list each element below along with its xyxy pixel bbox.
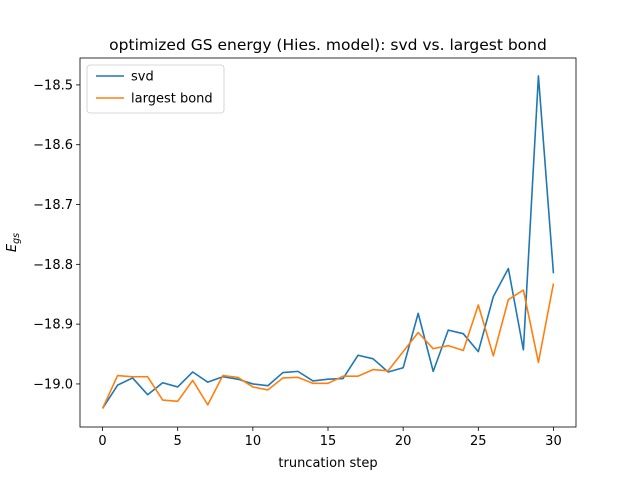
- y-tick-label: −18.7: [33, 198, 73, 213]
- x-tick-label: 5: [174, 434, 182, 449]
- y-tick-label: −18.8: [33, 258, 73, 273]
- y-axis-title-sub: gs: [11, 233, 22, 244]
- plot-area: [79, 57, 577, 428]
- legend-box: [86, 64, 225, 114]
- plot-frame: [80, 58, 576, 427]
- x-axis: 0 5 10 15 20 25 30: [98, 427, 562, 449]
- x-tick-label: 0: [98, 434, 106, 449]
- y-tick-label: −18.9: [33, 318, 73, 333]
- x-tick-label: 10: [245, 434, 262, 449]
- y-tick-label: −19.0: [33, 377, 73, 392]
- x-tick-label: 20: [395, 434, 412, 449]
- y-axis: −19.0 −18.9 −18.8 −18.7 −18.6 −18.5: [33, 78, 80, 392]
- legend-label-largest-bond: largest bond: [131, 92, 213, 107]
- series-line-largest-bond: [101, 283, 555, 409]
- y-tick-label: −18.5: [33, 78, 73, 93]
- x-tick-label: 15: [320, 434, 337, 449]
- series-layer: [101, 75, 555, 409]
- legend: svd largest bond: [86, 64, 225, 114]
- chart-title: optimized GS energy (Hies. model): svd v…: [109, 36, 547, 54]
- series-line-svd: [101, 75, 555, 409]
- y-axis-title-main: E: [5, 243, 20, 252]
- x-axis-title: truncation step: [278, 456, 377, 471]
- y-axis-title: Egs: [5, 233, 22, 252]
- legend-label-svd: svd: [131, 70, 154, 85]
- x-tick-label: 25: [470, 434, 487, 449]
- y-tick-label: −18.6: [33, 138, 73, 153]
- x-tick-label: 30: [545, 434, 562, 449]
